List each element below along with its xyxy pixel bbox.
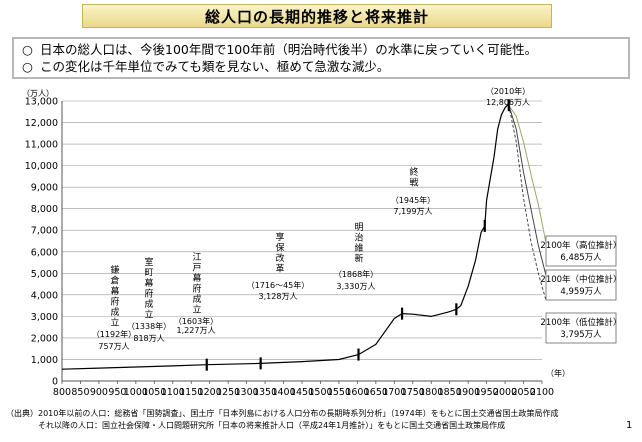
y-tick-label: 0	[52, 377, 58, 388]
projection-label: 2100年（高位推計）	[540, 240, 621, 251]
event-year-label: （1192年）	[92, 329, 136, 339]
source-line: それ以降の人口：国立社会保障・人口問題研究所「日本の将来推計人口（平成24年1月…	[6, 421, 506, 430]
event-year-label: （1603年）	[174, 316, 218, 326]
x-tick-label: 1500	[308, 387, 332, 398]
y-tick-label: 1,000	[31, 355, 58, 366]
x-tick-label: 1200	[198, 387, 222, 398]
page-number: 1	[626, 420, 633, 431]
projection-label: 2100年（低位推計）	[540, 317, 621, 328]
bullet-text: この変化は千年単位でみても類を見ない、極めて急激な減少。	[40, 59, 390, 74]
x-tick-label: 2100	[530, 387, 554, 398]
event-value-label: 818万人	[133, 334, 164, 343]
source-line: （出典）2010年以前の人口：総務省「国勢調査」、国土庁「日本列島における人口分…	[6, 409, 559, 418]
source-note: （出典）2010年以前の人口：総務省「国勢調査」、国土庁「日本列島における人口分…	[6, 408, 559, 432]
x-tick-label: 1950	[475, 387, 499, 398]
event-name: 鎌倉幕府成立	[110, 264, 119, 329]
x-tick-label: 1700	[382, 387, 406, 398]
x-tick-label: 1150	[179, 387, 203, 398]
title-bar: 総人口の長期的推移と将来推計	[82, 4, 552, 28]
x-tick-label: 1550	[327, 387, 351, 398]
event-year-label: （1716～45年）	[247, 280, 310, 290]
x-tick-label: 1650	[364, 387, 388, 398]
x-tick-label: 950	[108, 387, 126, 398]
event-value-label: 12,806万人	[486, 98, 530, 107]
projection-box-mid	[545, 269, 617, 301]
x-tick-label: 1600	[345, 387, 369, 398]
x-tick-label: 1900	[456, 387, 480, 398]
x-tick-label: 2050	[511, 387, 535, 398]
event-value-label: 3,330万人	[337, 282, 376, 291]
x-tick-label: 1800	[419, 387, 443, 398]
event-name: 終戦	[409, 166, 418, 189]
y-tick-label: 11,000	[25, 140, 58, 151]
x-tick-label: 1300	[235, 387, 259, 398]
x-tick-label: 1100	[161, 387, 185, 398]
chart-title: 総人口の長期的推移と将来推計	[204, 7, 429, 26]
x-tick-label: 1250	[216, 387, 240, 398]
projection-label: 2100年（中位推計）	[540, 274, 621, 285]
event-year-label: （1868年）	[334, 269, 378, 279]
event-value-label: 757万人	[98, 342, 129, 351]
event-value-label: 3,128万人	[259, 292, 298, 301]
bullet-mark: ○	[22, 59, 33, 74]
y-tick-label: 5,000	[31, 269, 58, 280]
summary-bullet: ○ この変化は千年単位でみても類を見ない、極めて急激な減少。	[22, 58, 620, 75]
projection-value: 6,485万人	[560, 253, 602, 263]
x-axis-unit: （年）	[546, 368, 570, 378]
y-tick-label: 12,000	[25, 118, 58, 129]
projection-box-low	[545, 312, 617, 344]
y-tick-label: 10,000	[25, 161, 58, 172]
x-tick-label: 2000	[493, 387, 517, 398]
y-tick-label: 6,000	[31, 247, 58, 258]
y-tick-label: 4,000	[31, 290, 58, 301]
bullet-mark: ○	[22, 42, 33, 57]
x-tick-label: 900	[90, 387, 108, 398]
event-year-label: （1338年）	[127, 321, 171, 331]
y-tick-label: 8,000	[31, 204, 58, 215]
y-tick-label: 3,000	[31, 312, 58, 323]
projection-box-high	[545, 235, 617, 267]
series-line-high	[508, 104, 547, 242]
summary-box: ○ 日本の総人口は、今後100年間で100年前（明治時代後半）の水準に戻っていく可…	[12, 37, 630, 79]
event-name: 明治維新	[354, 222, 363, 265]
projection-value: 3,795万人	[560, 330, 602, 340]
x-tick-label: 800	[53, 387, 71, 398]
y-tick-label: 13,000	[25, 97, 58, 108]
y-tick-label: 2,000	[31, 333, 58, 344]
x-tick-label: 1400	[271, 387, 295, 398]
series-line-low	[508, 105, 547, 300]
event-name: 室町幕府成立	[144, 256, 153, 321]
x-tick-label: 1350	[253, 387, 277, 398]
event-value-label: 7,199万人	[394, 207, 433, 216]
x-tick-label: 1450	[290, 387, 314, 398]
x-tick-label: 1050	[142, 387, 166, 398]
series-line-mid	[508, 105, 547, 275]
event-year-label: （2010年）	[486, 86, 530, 96]
event-name: 江戸幕府成立	[192, 252, 201, 316]
x-tick-label: 1750	[401, 387, 425, 398]
y-tick-label: 9,000	[31, 183, 58, 194]
bullet-text: 日本の総人口は、今後100年間で100年前（明治時代後半）の水準に戻っていく可能…	[40, 42, 538, 57]
x-tick-label: 1850	[438, 387, 462, 398]
series-line-historical	[61, 104, 509, 370]
summary-bullet: ○ 日本の総人口は、今後100年間で100年前（明治時代後半）の水準に戻っていく可…	[22, 41, 620, 58]
x-tick-label: 850	[71, 387, 89, 398]
y-axis-unit: （万人）	[22, 89, 54, 98]
event-name: 享保改革	[275, 231, 284, 275]
event-year-label: （1945年）	[391, 195, 435, 205]
x-tick-label: 1000	[124, 387, 148, 398]
projection-value: 4,959万人	[560, 287, 602, 297]
event-value-label: 1,227万人	[177, 326, 216, 335]
y-tick-label: 7,000	[31, 226, 58, 237]
